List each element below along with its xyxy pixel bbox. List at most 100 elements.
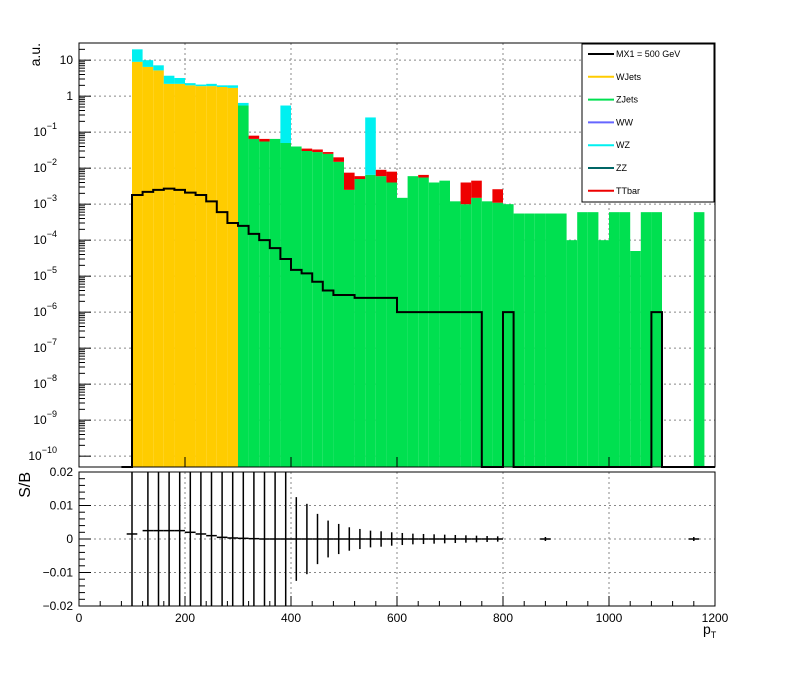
bar-zjets: [609, 212, 620, 467]
x-tick-label: 400: [281, 611, 301, 625]
y-tick-label: 10−10: [28, 445, 57, 463]
x-tick-label: 200: [175, 611, 195, 625]
bar-zjets: [291, 146, 302, 468]
bar-zjets: [693, 212, 705, 467]
bar-ttbar: [375, 169, 387, 177]
bar-zjets: [269, 138, 281, 467]
y-tick-label: 0: [66, 532, 73, 546]
bar-zjets: [545, 213, 556, 467]
x-axis-label-main: p: [703, 621, 711, 637]
y-tick-label: 10−2: [33, 157, 57, 175]
bar-wjets: [132, 61, 143, 468]
bar-zjets: [640, 212, 652, 467]
y-tick-label: 10: [60, 53, 74, 67]
y-tick-label: 10−4: [33, 229, 57, 247]
y-tick-label: 10−3: [33, 193, 57, 211]
bar-zjets: [386, 182, 397, 467]
y-tick-exponent: −3: [47, 193, 57, 203]
bar-ttbar: [333, 157, 344, 162]
bar-ttbar: [248, 135, 260, 139]
top-panel: 10−1010−910−810−710−610−510−410−310−210−…: [27, 42, 716, 468]
x-axis-label-sub: T: [711, 630, 717, 640]
y-tick-exponent: −1: [47, 121, 57, 131]
bottom-ylabel: S/B: [17, 472, 34, 498]
legend-label: WW: [616, 117, 633, 127]
bar-wz: [163, 75, 175, 84]
y-tick-label: 0.02: [50, 465, 74, 479]
bar-wjets: [216, 86, 228, 467]
bar-zjets: [375, 176, 387, 467]
bar-zjets: [354, 179, 366, 467]
ratio-points: [126, 472, 700, 606]
y-tick-label: 10−6: [33, 301, 57, 319]
bar-zjets: [492, 202, 503, 468]
bar-zjets: [248, 138, 260, 467]
bar-wjets: [206, 86, 217, 468]
legend-label: MX1 = 500 GeV: [616, 49, 680, 59]
legend-label: TTbar: [616, 186, 640, 196]
x-tick-label: 800: [493, 611, 513, 625]
legend-label: WZ: [616, 140, 630, 150]
y-tick-exponent: −6: [47, 301, 57, 311]
bar-wjets: [195, 86, 207, 468]
bar-wz: [132, 49, 143, 62]
bar-ttbar: [312, 149, 323, 153]
legend-label: WJets: [616, 72, 642, 82]
bottom-x-ticks: 0 200 400 600 800 1000 1200: [76, 596, 729, 625]
bar-wjets: [227, 87, 238, 467]
y-tick-label: −0.02: [43, 599, 74, 613]
bar-ttbar: [492, 189, 503, 203]
bar-wz: [365, 117, 376, 175]
bottom-y-ticks: 0.02 0.01 0 −0.01 −0.02: [43, 465, 91, 613]
bar-zjets: [322, 153, 334, 467]
bar-wz: [185, 83, 196, 86]
stacked-histogram: [132, 49, 705, 468]
bar-wz: [227, 85, 238, 88]
bar-zjets: [471, 197, 482, 468]
bar-zjets: [333, 161, 344, 467]
y-tick-exponent: −4: [47, 229, 57, 239]
bar-zjets: [428, 182, 440, 467]
bar-wz: [142, 60, 154, 67]
x-tick-label: 1000: [596, 611, 623, 625]
bar-zjets: [397, 197, 408, 468]
bottom-panel: 0.02 0.01 0 −0.01 −0.02 0 200 400 600 800 1000 120…: [17, 465, 729, 640]
x-axis-label: pT: [703, 621, 717, 640]
x-tick-label: 600: [387, 611, 407, 625]
bar-zjets: [619, 212, 631, 467]
bar-zjets: [280, 143, 291, 468]
y-tick-label: 10−8: [33, 373, 57, 391]
bar-zjets: [407, 176, 419, 467]
bar-ttbar: [301, 148, 313, 151]
bar-zjets: [418, 177, 429, 467]
bar-wz: [195, 84, 207, 87]
bar-zjets: [513, 213, 525, 467]
bar-zjets: [524, 213, 535, 467]
bar-zjets: [460, 204, 472, 467]
bar-zjets: [450, 201, 461, 468]
bar-wjets: [174, 83, 185, 468]
bar-ttbar: [386, 171, 397, 183]
bar-wz: [174, 77, 185, 84]
bar-ttbar: [322, 152, 334, 154]
bar-zjets: [566, 240, 578, 467]
bar-wz: [216, 85, 228, 87]
x-tick-label: 0: [76, 611, 83, 625]
bar-zjets: [587, 212, 599, 467]
y-tick-label: 1: [66, 89, 73, 103]
bar-ttbar: [354, 176, 366, 180]
bar-zjets: [598, 240, 609, 467]
bar-zjets: [534, 213, 546, 467]
bar-zjets: [577, 212, 588, 467]
y-tick-exponent: −10: [42, 445, 57, 455]
legend-label: ZJets: [616, 95, 639, 105]
legend: MX1 = 500 GeV WJets ZJets WW WZ ZZ TTbar: [581, 43, 715, 203]
bar-zjets: [344, 189, 355, 467]
y-tick-label: 10−9: [33, 409, 57, 427]
y-tick-label: 10−1: [33, 121, 57, 139]
bar-wz: [206, 83, 217, 87]
bar-wjets: [153, 70, 164, 467]
y-tick-exponent: −8: [47, 373, 57, 383]
bar-wz: [280, 105, 291, 144]
y-tick-exponent: −9: [47, 409, 57, 419]
